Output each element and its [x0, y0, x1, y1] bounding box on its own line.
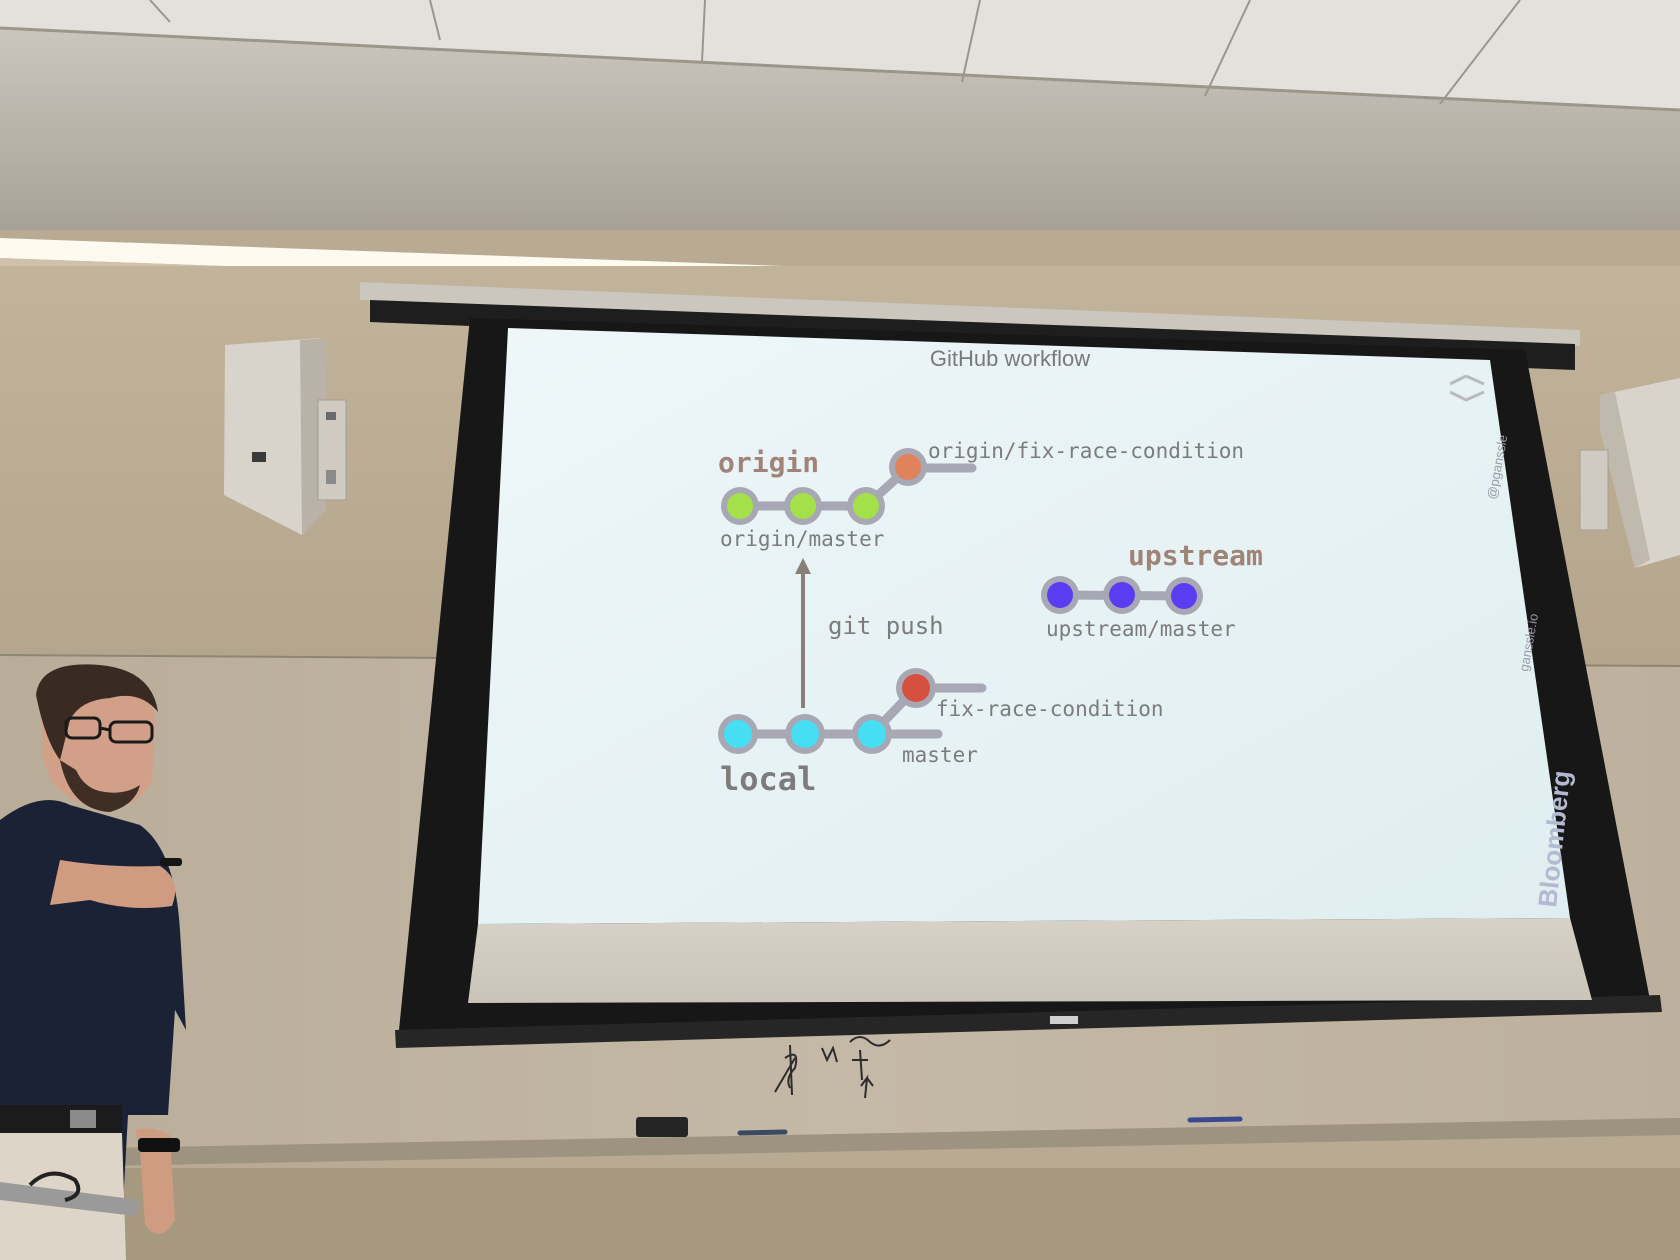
- whiteboard-scribbles: [774, 1036, 891, 1099]
- presenter: [0, 664, 186, 1260]
- marker: [1187, 1116, 1243, 1123]
- right-speaker: [1579, 378, 1680, 568]
- left-speaker: [224, 338, 347, 535]
- marker: [737, 1129, 788, 1136]
- eraser: [636, 1117, 688, 1137]
- projector-screen: [360, 282, 1662, 1048]
- ceiling: [0, 0, 1680, 230]
